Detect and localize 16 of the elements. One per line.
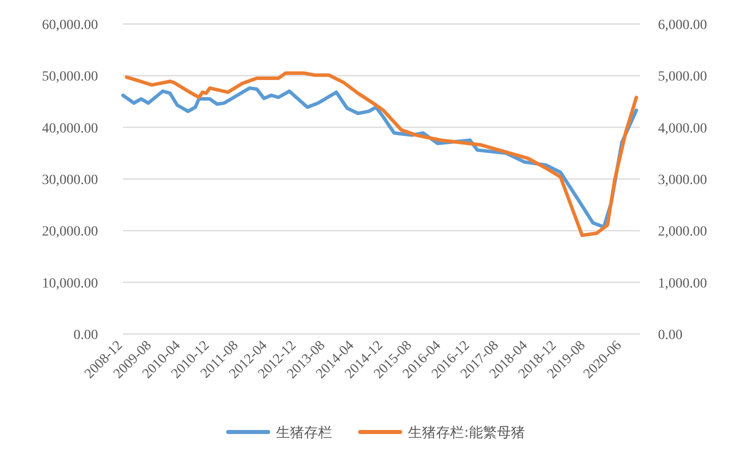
y2-tick-label: 6,000.00 [658, 18, 707, 33]
y-tick-label: 30,000.00 [42, 173, 98, 188]
y-tick-label: 40,000.00 [42, 121, 98, 136]
y-tick-label: 20,000.00 [42, 224, 98, 240]
y2-tick-label: 3,000.00 [658, 173, 707, 188]
y2-tick-label: 2,000.00 [658, 224, 707, 240]
y-tick-label: 10,000.00 [42, 276, 98, 292]
y-tick-label: 50,000.00 [42, 70, 98, 85]
y-tick-label: 0.00 [74, 328, 98, 343]
y-tick-label: 60,000.00 [42, 18, 98, 33]
legend-label: 生猪存栏:能繁母猪 [408, 425, 525, 441]
y2-tick-label: 1,000.00 [658, 276, 707, 292]
y2-tick-label: 5,000.00 [658, 70, 707, 85]
y2-tick-label: 4,000.00 [658, 121, 707, 136]
y2-tick-label: 0.00 [658, 328, 682, 343]
legend-label: 生猪存栏 [276, 425, 332, 441]
